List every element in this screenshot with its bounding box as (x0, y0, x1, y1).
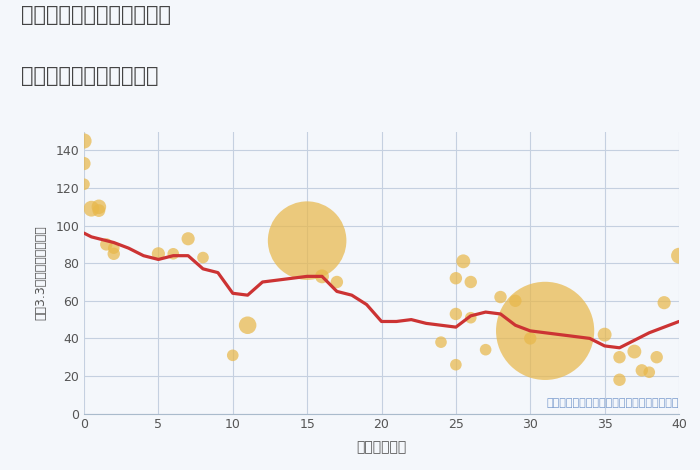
Text: 円の大きさは、取引のあった物件面積を示す: 円の大きさは、取引のあった物件面積を示す (547, 398, 679, 408)
Point (183, 235, 194, 243)
Point (450, 361, 461, 368)
Point (540, 327, 551, 335)
Point (659, 299, 670, 306)
Point (636, 367, 648, 374)
Point (227, 352, 238, 359)
Point (101, 241, 112, 248)
Point (480, 346, 491, 353)
Point (86, 205, 97, 212)
Point (302, 237, 313, 244)
Text: 築年数別中古戸建て価格: 築年数別中古戸建て価格 (21, 66, 158, 86)
Point (629, 348, 640, 355)
Point (78, 137, 90, 145)
Point (153, 250, 164, 258)
Text: 大阪府大阪市港区南市岡の: 大阪府大阪市港区南市岡の (21, 5, 171, 25)
Point (108, 244, 119, 252)
Point (331, 278, 342, 286)
Point (450, 310, 461, 318)
Point (614, 353, 625, 361)
Point (168, 250, 179, 258)
Point (316, 273, 328, 280)
Point (78, 160, 90, 167)
Point (108, 250, 119, 258)
Point (465, 278, 476, 286)
Point (242, 321, 253, 329)
Point (197, 254, 209, 261)
Point (450, 274, 461, 282)
Point (93, 203, 104, 211)
Point (465, 314, 476, 321)
X-axis label: 築年数（年）: 築年数（年） (356, 440, 407, 454)
Point (458, 258, 469, 265)
Point (644, 368, 655, 376)
Point (93, 207, 104, 214)
Point (510, 297, 521, 305)
Point (78, 180, 90, 188)
Point (435, 338, 447, 346)
Point (651, 353, 662, 361)
Point (673, 252, 685, 259)
Y-axis label: 坪（3.3㎡）単価（万円）: 坪（3.3㎡）単価（万円） (34, 225, 47, 320)
Point (495, 293, 506, 301)
Point (599, 331, 610, 338)
Point (525, 335, 536, 342)
Point (614, 376, 625, 384)
